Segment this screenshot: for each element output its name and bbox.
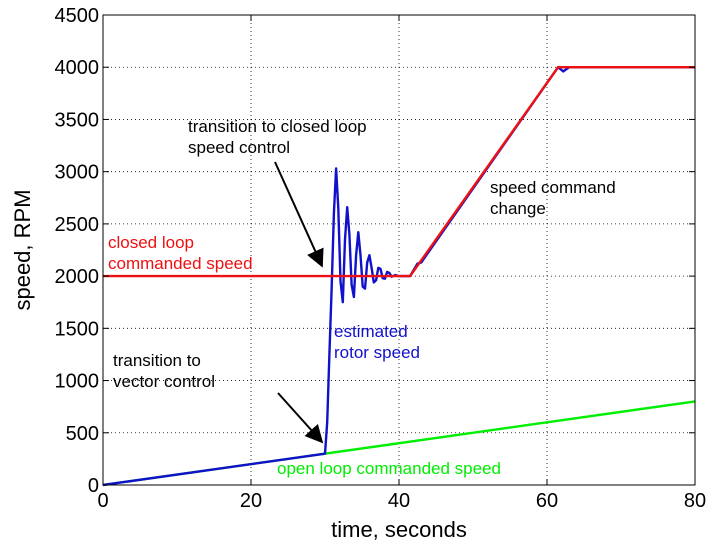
y-axis-label: speed, RPM [10,189,35,310]
annotation-line: change [490,199,546,218]
axis-ticks: 0 20 40 60 80 0 500 1000 1500 2000 2500 3000 3500 400… [55,5,707,512]
x-tick-label: 20 [240,490,262,512]
annotation-closed-loop-commanded: closed loop commanded speed [108,233,253,273]
annotation-line: commanded speed [108,254,253,273]
annotation-open-loop-commanded: open loop commanded speed [277,459,501,478]
annotation-estimated-rotor-speed: estimated rotor speed [334,322,420,362]
x-tick-label: 40 [388,490,410,512]
y-tick-label: 3500 [55,109,100,131]
annotation-closed-loop-transition: transition to closed loop speed control [188,117,371,157]
series-lines [102,65,696,487]
y-tick-label: 2000 [55,266,100,288]
annotation-line: vector control [113,372,215,391]
y-tick-label: 4000 [55,57,100,79]
annotation-line: closed loop [108,233,194,252]
arrow-closed-loop-transition [274,161,324,268]
y-tick-label: 4500 [55,5,100,27]
annotation-line: rotor speed [334,343,420,362]
annotation-line: estimated [334,322,408,341]
annotation-speed-command-change: speed command change [490,178,620,218]
annotation-line: open loop commanded speed [277,459,501,478]
series-line-closed-loop-commanded-speed [103,65,695,278]
annotation-line: speed command [490,178,616,197]
x-tick-label: 80 [684,490,706,512]
y-tick-label: 2500 [55,214,100,236]
y-tick-label: 1500 [55,318,100,340]
annotation-line: transition to [113,351,201,370]
y-tick-label: 1000 [55,371,100,393]
y-tick-label: 3000 [55,162,100,184]
annotation-line: speed control [188,138,290,157]
arrow-vector-transition [277,392,324,444]
x-tick-label: 60 [536,490,558,512]
annotation-vector-transition: transition to vector control [113,351,215,391]
x-tick-label: 0 [97,490,108,512]
y-tick-label: 500 [66,423,99,445]
x-axis-label: time, seconds [331,517,467,542]
annotation-line: transition to closed loop [188,117,367,136]
y-tick-label: 0 [88,475,99,497]
